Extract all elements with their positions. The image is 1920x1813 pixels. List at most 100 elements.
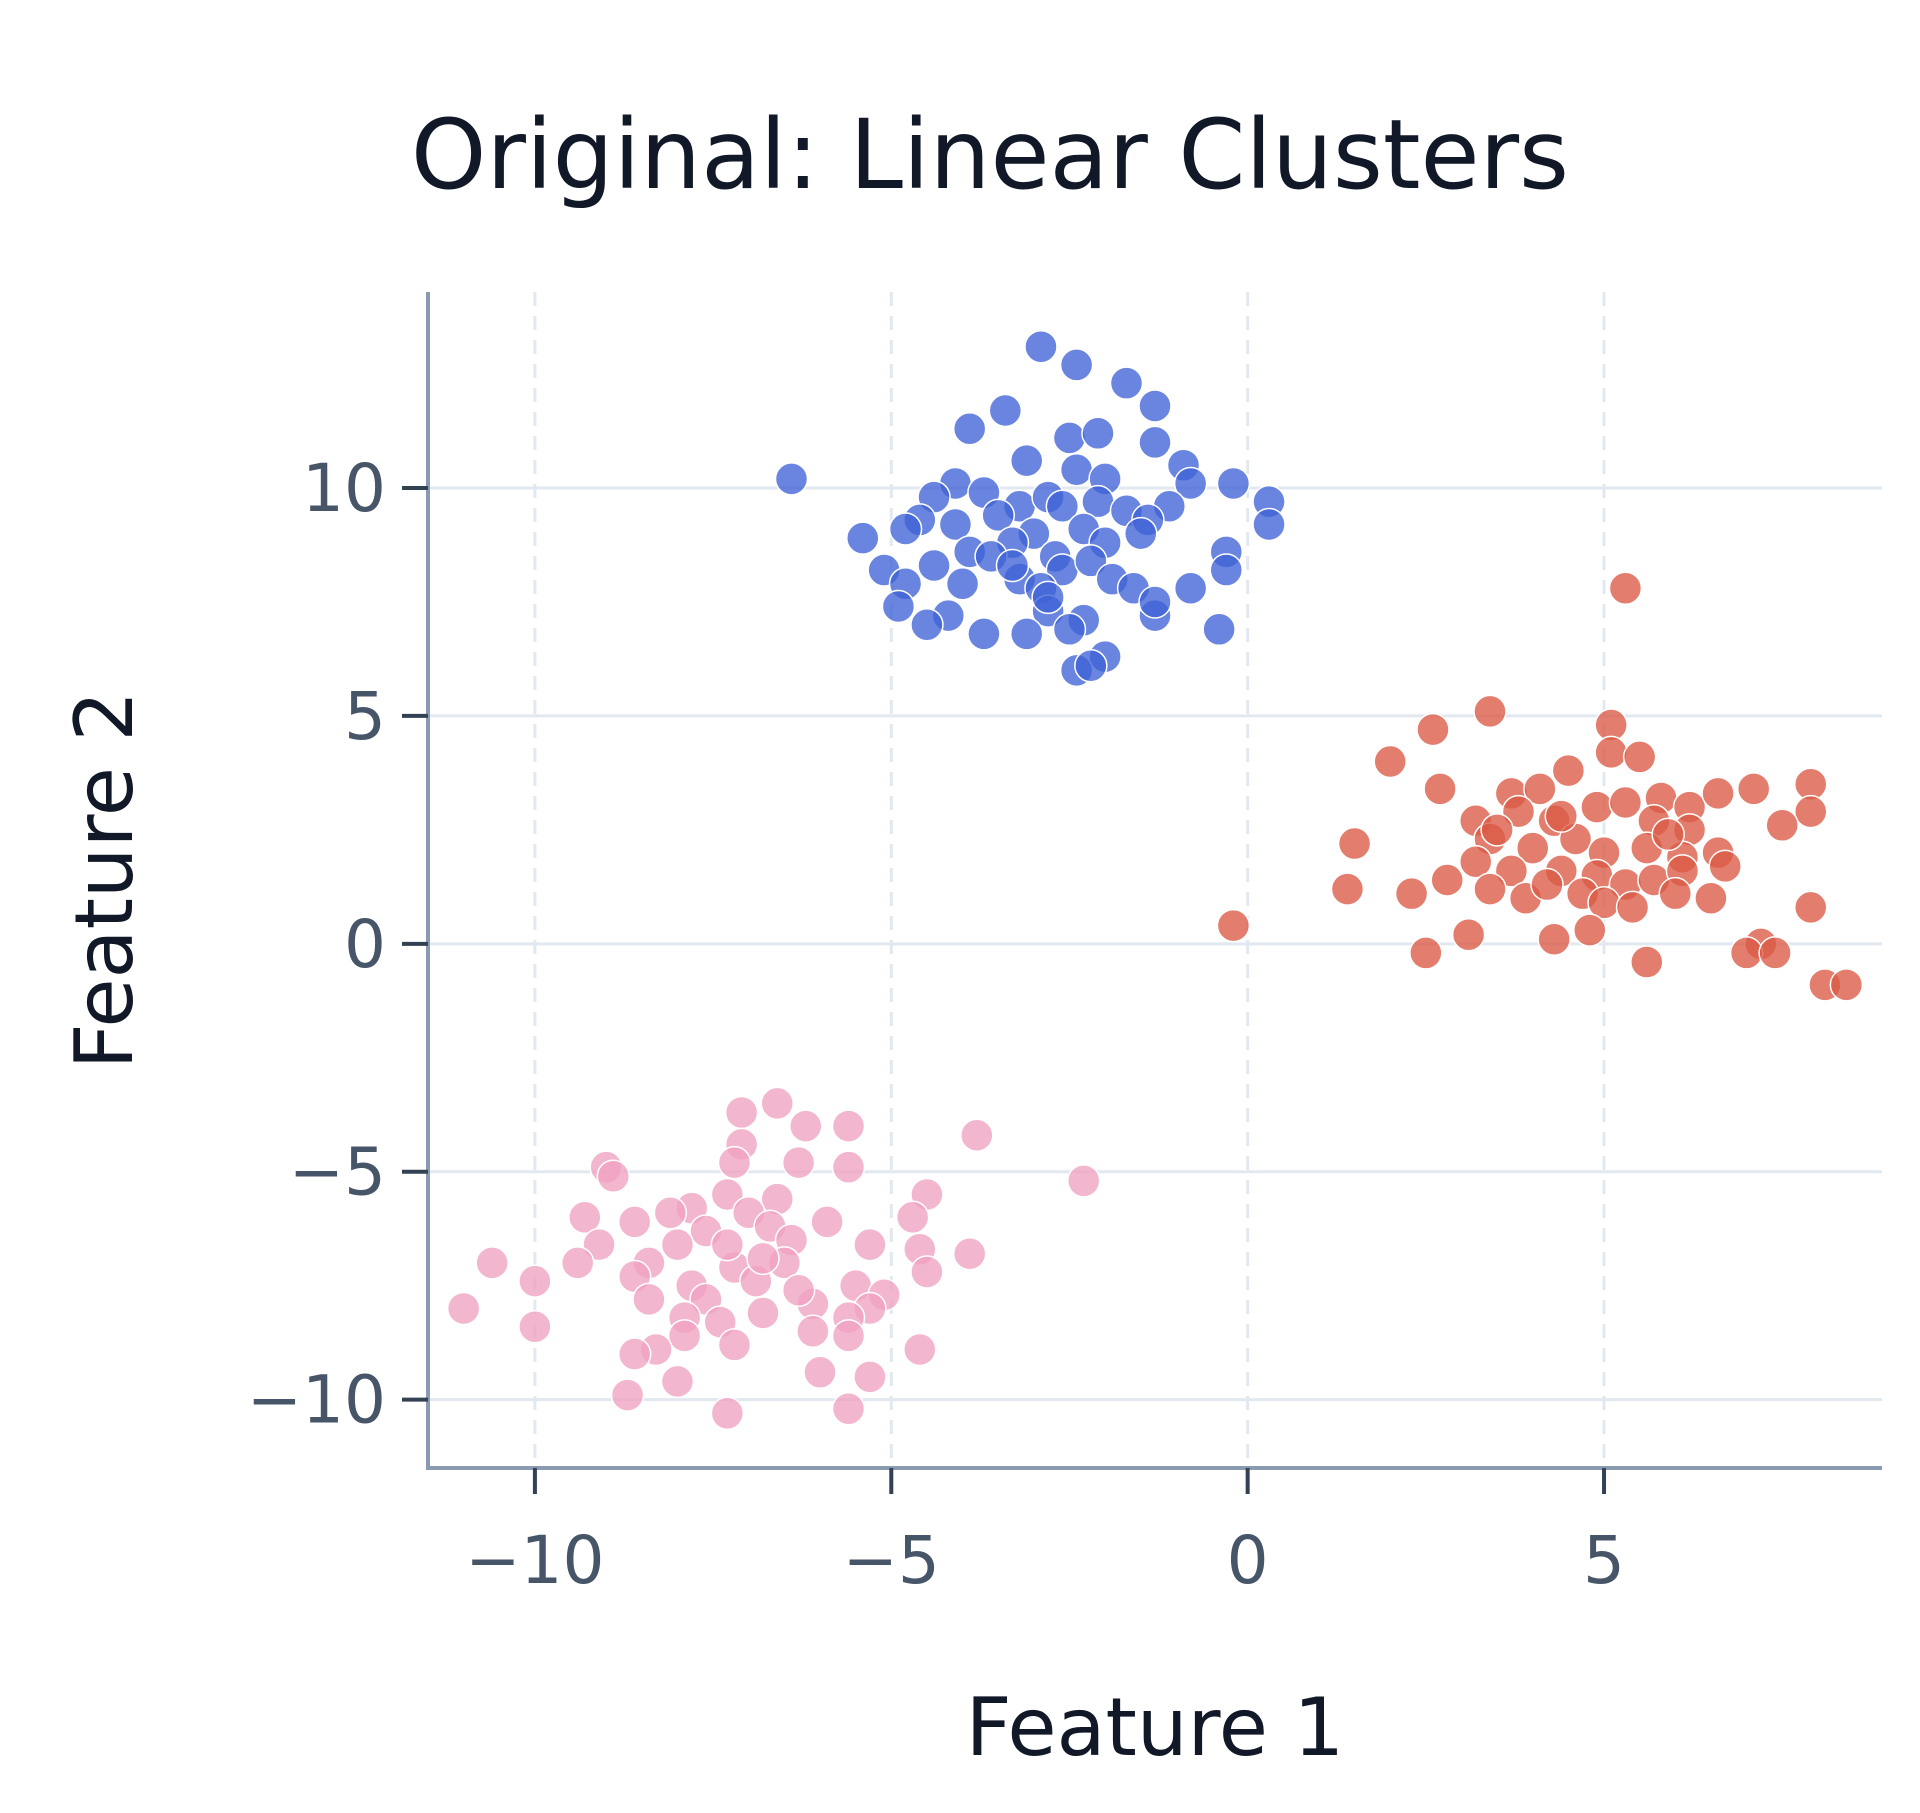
data-point <box>653 1195 688 1230</box>
data-point <box>1537 922 1571 957</box>
data-point <box>1694 881 1728 915</box>
data-point <box>746 1296 780 1330</box>
data-point <box>1608 785 1643 820</box>
data-point <box>1138 425 1172 460</box>
data-point <box>952 1237 987 1271</box>
data-point <box>1330 872 1365 906</box>
data-point <box>1031 580 1065 615</box>
data-point <box>1473 694 1507 729</box>
data-point <box>560 1246 595 1280</box>
data-point <box>938 507 973 542</box>
chart-title: Original: Linear Clusters <box>411 99 1569 211</box>
data-point <box>981 498 1015 533</box>
data-point <box>1123 516 1158 551</box>
data-point <box>796 1314 830 1349</box>
data-point <box>967 617 1001 651</box>
data-point <box>710 1227 745 1262</box>
data-point <box>710 1396 745 1431</box>
data-point <box>831 1391 866 1426</box>
data-point <box>1173 466 1208 501</box>
data-point <box>1066 1164 1101 1198</box>
data-point <box>1216 466 1251 501</box>
data-point <box>881 589 916 624</box>
data-point <box>1216 908 1251 943</box>
series-2 <box>446 1086 1101 1431</box>
y-axis-label: Feature 2 <box>58 691 151 1070</box>
data-point <box>1409 936 1443 970</box>
data-point <box>945 566 980 601</box>
data-point <box>710 1177 745 1212</box>
data-point <box>1608 571 1643 606</box>
data-point <box>789 1109 823 1143</box>
data-point <box>1793 890 1828 925</box>
data-point <box>1501 794 1536 829</box>
y-tick-label: 5 <box>344 678 386 755</box>
data-point <box>1630 945 1664 979</box>
data-point <box>617 1205 652 1239</box>
data-point <box>1458 845 1493 879</box>
data-point <box>831 1150 866 1184</box>
data-point <box>1651 817 1685 852</box>
data-point <box>803 1355 837 1390</box>
data-point <box>667 1319 702 1353</box>
data-point <box>917 548 951 583</box>
data-point <box>781 1273 816 1307</box>
data-point <box>831 1319 866 1353</box>
data-point <box>1480 813 1514 847</box>
data-point <box>1202 612 1236 647</box>
data-point <box>774 462 809 496</box>
data-point <box>724 1095 759 1130</box>
data-point <box>1658 876 1693 911</box>
data-point <box>1701 776 1735 811</box>
ticks: −10 −5 0 5 10 −10 −5 0 5 <box>247 450 1625 1599</box>
data-point <box>518 1309 552 1344</box>
data-point <box>596 1159 631 1194</box>
x-tick-label: −5 <box>843 1522 940 1599</box>
data-point <box>1544 799 1579 833</box>
data-point <box>853 1360 887 1394</box>
data-point <box>1024 329 1058 364</box>
data-point <box>746 1241 780 1276</box>
data-point <box>1045 489 1080 523</box>
x-axis-label: Feature 1 <box>966 1681 1345 1774</box>
data-point <box>760 1086 794 1121</box>
data-point <box>895 1200 930 1235</box>
data-point <box>1793 794 1828 829</box>
data-point <box>1494 854 1529 888</box>
series-1 <box>1216 571 1864 1002</box>
data-point <box>518 1264 552 1298</box>
data-point <box>568 1200 602 1235</box>
data-point <box>1829 968 1864 1002</box>
data-points <box>446 329 1864 1431</box>
data-point <box>1736 772 1771 806</box>
data-point <box>1416 712 1450 747</box>
data-point <box>660 1227 695 1262</box>
data-point <box>617 1337 652 1371</box>
data-point <box>1530 867 1564 902</box>
x-tick-label: 0 <box>1227 1522 1269 1599</box>
data-point <box>1081 416 1115 451</box>
data-point <box>717 1328 752 1362</box>
data-point <box>610 1378 645 1412</box>
data-point <box>660 1364 695 1399</box>
data-point <box>1209 553 1244 587</box>
data-point <box>1059 453 1094 487</box>
data-point <box>1758 936 1792 970</box>
data-point <box>1074 544 1108 578</box>
y-tick-label: 0 <box>344 906 386 983</box>
data-point <box>1430 863 1464 897</box>
y-tick-label: 10 <box>302 450 386 527</box>
data-point <box>1252 507 1286 542</box>
data-point <box>1765 808 1799 843</box>
data-point <box>1109 366 1144 400</box>
data-point <box>910 1255 944 1289</box>
data-point <box>1551 753 1586 788</box>
data-point <box>846 521 880 555</box>
data-point <box>1138 585 1172 619</box>
data-point <box>475 1246 509 1280</box>
data-point <box>1009 443 1044 478</box>
data-point <box>1052 421 1087 455</box>
data-point <box>853 1227 887 1262</box>
